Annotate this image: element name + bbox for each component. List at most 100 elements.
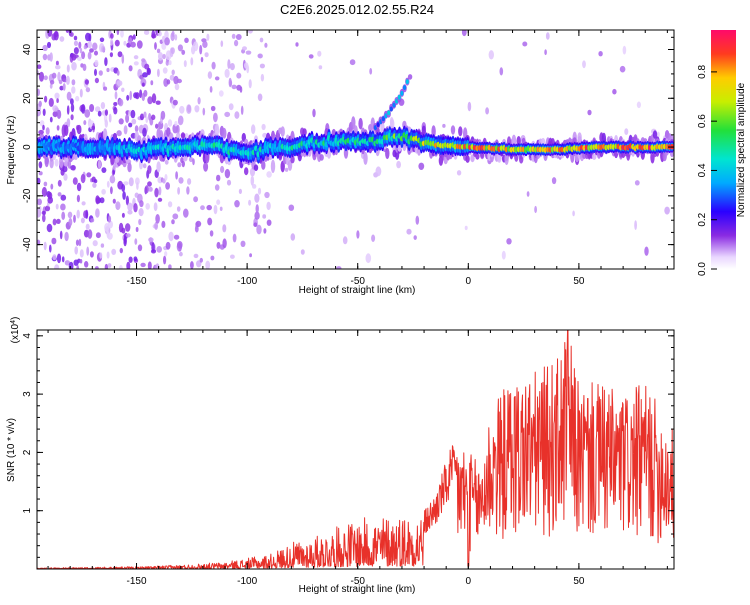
noise-cell (418, 162, 425, 170)
noise-cell (206, 204, 212, 211)
halo-cell (244, 167, 249, 176)
noise-cell (89, 48, 94, 53)
noise-cell (216, 199, 221, 205)
noise-cell (226, 179, 232, 186)
noise-cell (148, 237, 154, 242)
noise-cell (263, 228, 267, 234)
noise-cell (167, 201, 173, 208)
noise-cell (51, 237, 57, 245)
noise-cell (117, 51, 123, 58)
noise-cell (61, 256, 65, 263)
noise-cell (106, 67, 110, 73)
noise-cell (74, 246, 78, 255)
noise-cell (121, 183, 126, 192)
noise-cell (522, 41, 528, 47)
noise-cell (50, 183, 54, 190)
noise-cell (137, 244, 143, 252)
noise-cell (266, 171, 272, 178)
noise-cell (58, 79, 63, 85)
noise-cell (118, 118, 124, 125)
noise-cell (155, 100, 161, 105)
halo-cell (205, 151, 210, 164)
halo-cell (470, 154, 475, 163)
noise-cell (49, 83, 53, 89)
noise-cell (143, 111, 147, 118)
halo-cell (166, 127, 171, 137)
noise-cell (120, 30, 124, 38)
noise-cell (56, 253, 62, 264)
noise-cell (107, 232, 113, 240)
noise-cell (46, 223, 53, 233)
noise-cell (44, 95, 48, 103)
noise-cell (158, 52, 163, 61)
branch-cell (405, 79, 409, 85)
noise-cell (206, 33, 210, 41)
noise-cell (79, 88, 83, 98)
noise-cell (47, 30, 53, 37)
noise-cell (239, 86, 243, 93)
colorbar-tick-label: 0.6 (697, 114, 708, 128)
noise-cell (190, 261, 194, 269)
noise-cell (224, 68, 230, 78)
noise-cell (155, 123, 159, 129)
branch-cell (389, 106, 393, 112)
noise-cell (147, 261, 152, 269)
noise-cell (295, 42, 299, 47)
noise-cell (95, 232, 101, 239)
x-tick-label: 0 (466, 276, 472, 287)
spectrogram-cells (37, 30, 674, 269)
noise-cell (56, 109, 62, 119)
noise-cell (76, 209, 80, 219)
noise-cell (100, 102, 106, 110)
noise-cell (266, 201, 271, 211)
noise-cell (336, 266, 342, 269)
noise-cell (100, 243, 105, 248)
noise-cell (57, 71, 61, 82)
y-tick-label: 4 (22, 333, 33, 339)
noise-cell (95, 106, 101, 113)
noise-cell (150, 80, 154, 86)
noise-cell (49, 80, 55, 85)
noise-cell (176, 78, 182, 84)
noise-cell (66, 105, 70, 115)
noise-cell (220, 40, 224, 47)
noise-cell (70, 165, 76, 171)
noise-cell (232, 233, 237, 243)
noise-cell (163, 255, 167, 265)
noise-cell (127, 202, 133, 211)
noise-cell (99, 197, 105, 204)
noise-cell (37, 88, 40, 96)
noise-cell (260, 73, 265, 82)
noise-cell (84, 261, 89, 268)
noise-cell (86, 172, 92, 178)
noise-cell (172, 99, 178, 106)
noise-cell (79, 259, 83, 264)
noise-cell (231, 84, 237, 90)
noise-cell (147, 181, 152, 187)
noise-cell (42, 214, 46, 223)
noise-cell (37, 70, 40, 77)
spectrogram-ticks: -150 -100 -50 0 50 -40 -20 0 20 40 (22, 30, 674, 287)
halo-cell (183, 154, 188, 162)
chart-title: C2E6.2025.012.02.55.R24 (280, 2, 434, 17)
y-tick-label: 2 (22, 449, 33, 455)
noise-cell (250, 175, 255, 186)
noise-cell (175, 171, 179, 180)
noise-cell (44, 205, 51, 212)
noise-cell (205, 260, 211, 269)
noise-cell (219, 206, 223, 211)
noise-cell (109, 175, 116, 184)
noise-cell (87, 51, 92, 60)
noise-cell (216, 241, 221, 249)
colorbar-tick-label: 0.2 (697, 212, 708, 226)
noise-cell (622, 45, 627, 55)
noise-cell (38, 71, 45, 82)
noise-cell (65, 75, 70, 86)
noise-cell (51, 72, 57, 79)
noise-cell (143, 89, 148, 97)
noise-cell (413, 235, 417, 241)
noise-cell (312, 108, 316, 118)
noise-cell (256, 224, 262, 235)
noise-cell (133, 203, 138, 213)
noise-cell (488, 50, 494, 60)
